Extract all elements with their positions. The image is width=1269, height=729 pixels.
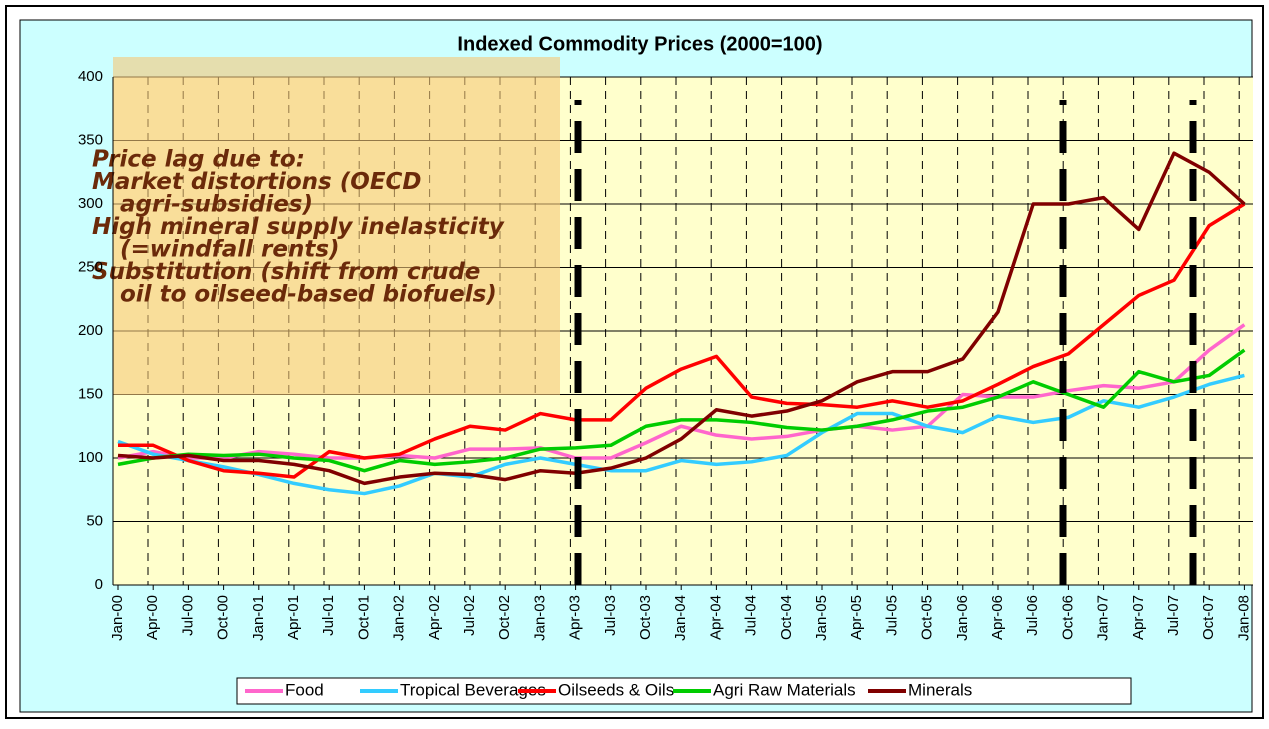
annotation-line: Price lag due to: (92, 147, 305, 173)
x-tick-label: Jan-04 (672, 595, 689, 641)
series-line (118, 202, 1246, 479)
x-tick-label: Oct-06 (1059, 595, 1076, 640)
series-line (117, 373, 1245, 496)
x-tick-label: Jan-08 (1235, 595, 1252, 641)
legend-label: Tropical Beverages (400, 680, 546, 699)
x-tick-label: Jan-02 (391, 595, 408, 641)
series-line (117, 323, 1246, 460)
x-tick-label: Jan-03 (531, 595, 548, 641)
y-tick-label: 100 (78, 449, 103, 466)
y-tick-label: 400 (78, 68, 103, 85)
x-tick-label: Jul-07 (1165, 595, 1182, 636)
x-tick-label: Jan-05 (813, 595, 830, 641)
annotation-line: Market distortions (OECD (92, 169, 422, 195)
x-tick-label: Oct-03 (637, 595, 654, 640)
y-tick-label: 300 (78, 195, 103, 212)
x-tick-label: Oct-01 (355, 595, 372, 640)
x-tick-label: Apr-01 (285, 595, 302, 640)
annotation-line: oil to oilseed-based biofuels) (120, 282, 497, 308)
x-tick-label: Apr-05 (848, 595, 865, 640)
x-tick-label: Jul-06 (1024, 595, 1041, 636)
series-line (117, 348, 1246, 473)
x-tick-label: Oct-00 (215, 595, 232, 640)
legend-items: Food Tropical Beverages Oilseeds & Oils Agr… (245, 680, 972, 699)
legend-label: Minerals (908, 680, 972, 699)
annotation-line: (=windfall rents) (120, 237, 340, 263)
x-tick-label: Jul-03 (602, 595, 619, 636)
series-line (117, 151, 1246, 486)
x-tick-label: Apr-07 (1130, 595, 1147, 640)
y-tick-label: 150 (78, 385, 103, 402)
x-tick-label: Apr-04 (707, 595, 724, 640)
y-tick-label: 200 (78, 322, 103, 339)
x-tick-label: Jul-05 (883, 595, 900, 636)
x-tick-label: Jan-01 (250, 595, 267, 641)
x-tick-label: Oct-07 (1200, 595, 1217, 640)
annotation-box (113, 57, 560, 395)
annotation-line: Substitution (shift from crude (92, 259, 480, 285)
x-tick-label: Oct-05 (919, 595, 936, 640)
legend-label: Agri Raw Materials (713, 680, 856, 699)
y-tick-label: 250 (78, 258, 103, 275)
event-markers (574, 100, 1197, 585)
x-tick-label: Jan-06 (954, 595, 971, 641)
chart-title: Indexed Commodity Prices (2000=100) (457, 33, 822, 55)
y-tick-label: 0 (95, 576, 103, 593)
x-tick-label: Jul-02 (461, 595, 478, 636)
x-tick-label: Apr-02 (426, 595, 443, 640)
legend-label: Oilseeds & Oils (558, 680, 674, 699)
x-tick-label: Oct-02 (496, 595, 513, 640)
x-tick-label: Apr-06 (989, 595, 1006, 640)
x-tick-label: Apr-00 (144, 595, 161, 640)
x-tick-label: Apr-03 (567, 595, 584, 640)
x-tick-label: Oct-04 (778, 595, 795, 640)
x-tick-label: Jul-01 (320, 595, 337, 636)
x-tick-label: Jul-04 (743, 595, 760, 636)
lines (117, 151, 1246, 496)
x-tick-label: Jan-07 (1095, 595, 1112, 641)
x-tick-label: Jul-00 (179, 595, 196, 636)
annotation-line: High mineral supply inelasticity (92, 214, 505, 240)
annotation: Price lag due to:Market distortions (OEC… (92, 147, 505, 308)
y-tick-label: 50 (86, 512, 103, 529)
x-tick-label: Jan-00 (109, 595, 126, 641)
legend-label: Food (285, 680, 324, 699)
y-tick-label: 350 (78, 131, 103, 148)
annotation-line: agri-subsidies) (120, 192, 313, 218)
